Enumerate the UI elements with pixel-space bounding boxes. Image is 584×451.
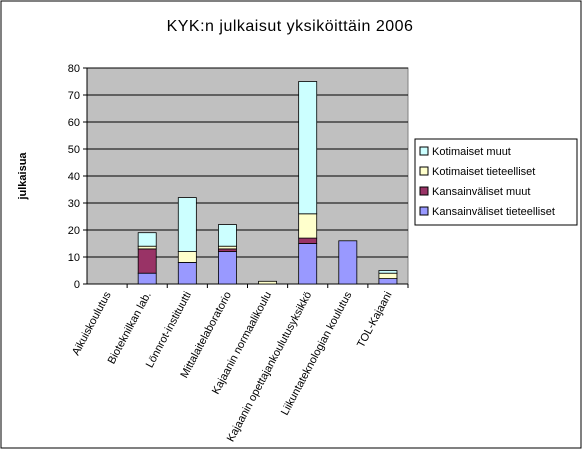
y-tick-label: 80: [68, 63, 80, 75]
bar-segment: [218, 245, 237, 250]
legend-label: Kotimaiset tieteelliset: [432, 166, 535, 178]
bar-segment: [137, 272, 157, 285]
y-tick-label: 0: [74, 279, 80, 291]
bar-segment: [378, 270, 398, 274]
legend-swatch: [419, 186, 429, 196]
legend-box: [414, 138, 578, 226]
y-tick-label: 40: [68, 171, 80, 183]
bar-segment: [218, 248, 237, 252]
bar-segment: [177, 261, 197, 285]
y-tick-label: 50: [68, 144, 80, 156]
y-axis-label: julkaisua: [17, 152, 29, 201]
chart-title: KYK:n julkaisut yksiköittäin 2006: [167, 18, 414, 35]
bar-segment: [218, 224, 237, 247]
bar-segment: [298, 81, 318, 215]
bar-segment: [378, 278, 398, 285]
bar-segment: [137, 245, 157, 250]
legend-swatch: [419, 146, 429, 156]
y-tick-label: 70: [68, 90, 80, 102]
bar-segment: [298, 213, 318, 239]
bar-segment: [298, 243, 318, 285]
legend-label: Kotimaiset muut: [432, 146, 511, 158]
bar-segment: [218, 251, 237, 285]
legend-swatch: [419, 166, 429, 176]
legend-label: Kansainväliset muut: [432, 186, 530, 198]
y-tick-label: 20: [68, 225, 80, 237]
y-tick-label: 10: [68, 252, 80, 264]
legend-swatch: [419, 206, 429, 216]
bar-segment: [258, 280, 277, 285]
bar-segment: [137, 232, 157, 247]
bar-segment: [338, 240, 358, 285]
bar-segment: [378, 272, 398, 280]
y-tick-label: 30: [68, 198, 80, 210]
y-tick-label: 60: [68, 117, 80, 129]
legend-label: Kansainväliset tieteelliset: [432, 206, 555, 218]
bar-segment: [177, 197, 197, 253]
bar-segment: [137, 248, 157, 274]
bar-segment: [177, 251, 197, 263]
bar-segment: [298, 237, 318, 244]
